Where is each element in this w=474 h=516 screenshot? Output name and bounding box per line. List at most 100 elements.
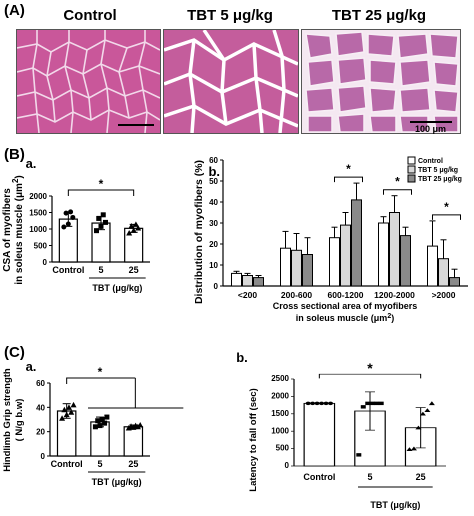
- bb-significance-star: *: [395, 175, 400, 189]
- ca-y-label-2: ( N/g b.w): [14, 399, 25, 442]
- cb-point: [323, 401, 329, 406]
- ba-x-group-label: TBT (μg/kg): [92, 283, 142, 293]
- cb-point: [428, 401, 435, 406]
- bb-y-tick-label: 20: [209, 240, 218, 249]
- bb-y-tick-label: 10: [209, 261, 218, 270]
- ca-point: [128, 423, 135, 429]
- cb-point: [369, 401, 375, 406]
- ba-point: [96, 215, 102, 221]
- panel-label-a: (A): [4, 2, 25, 19]
- ba-y-tick-label: 0: [43, 258, 48, 267]
- bb-significance-bracket: [334, 176, 363, 183]
- cb-point: [328, 401, 334, 406]
- ca-point: [95, 418, 101, 424]
- micrograph-title-tbt5: TBT 5 μg/kg: [187, 7, 273, 24]
- cb-x-tick-label: 25: [416, 472, 426, 482]
- ba-point: [126, 229, 133, 236]
- ca-significance-bracket: [66, 377, 136, 384]
- bb-legend-swatch: [407, 165, 416, 174]
- bb-x-label-2: in soleus muscle (μm2): [296, 313, 394, 324]
- ba-y-tick-label: 500: [34, 242, 48, 251]
- ca-y-label-1: Hindlimb Grip strength: [2, 368, 13, 472]
- micrograph-control: [16, 29, 161, 134]
- cb-y-tick-label: 2000: [271, 391, 289, 400]
- cb-point: [314, 401, 320, 406]
- ba-point: [61, 224, 67, 230]
- ba-point: [98, 223, 104, 229]
- bb-y-tick-label: 30: [209, 219, 218, 228]
- bb-x-tick-label: 600-1200: [328, 290, 364, 300]
- cb-significance-star: *: [367, 360, 373, 376]
- bb-x-tick-label: 1200-2000: [374, 290, 415, 300]
- cb-point: [319, 401, 325, 406]
- cb-x-tick-label: Control: [303, 472, 335, 482]
- scale-bar-tbt25: [410, 121, 452, 123]
- ca-y-tick-label: 20: [36, 428, 45, 437]
- ba-point: [94, 228, 100, 234]
- ba-y-tick-label: 2000: [29, 192, 47, 201]
- cb-bar: [303, 402, 336, 467]
- ca-point: [102, 420, 108, 426]
- cb-y-tick-label: 0: [285, 461, 290, 470]
- cb-point: [424, 408, 431, 413]
- ca-point: [92, 424, 98, 430]
- cb-y-tick-label: 1500: [271, 409, 289, 418]
- cb-y-tick-label: 1000: [271, 426, 289, 435]
- bb-legend-swatch: [407, 174, 416, 183]
- ba-y-label-1: CSA of myofibers: [2, 188, 13, 272]
- ba-x-tick-label: Control: [52, 265, 84, 275]
- cb-point: [310, 401, 316, 406]
- cb-point: [419, 411, 426, 416]
- ba-point: [132, 221, 139, 227]
- cb-point: [356, 453, 362, 457]
- micrograph-tbt25: [301, 29, 461, 134]
- scale-bar-label: 100 μm: [415, 124, 447, 134]
- ca-x-group-label: TBT (μg/kg): [92, 477, 142, 487]
- ca-significance-bracket-group: [88, 378, 184, 409]
- cb-plot-group: [291, 373, 446, 467]
- ca-point: [63, 411, 70, 418]
- bb-x-tick-label: 200-600: [281, 290, 312, 300]
- bb-x-tick-label: <200: [238, 290, 257, 300]
- ca-point: [65, 404, 72, 410]
- bb-sub-label: b.: [208, 164, 220, 179]
- ca-point: [61, 406, 68, 413]
- ba-point: [68, 209, 74, 215]
- ca-y-tick-label: 40: [36, 403, 45, 412]
- ca-point: [97, 423, 103, 429]
- panel-label-c: (C): [4, 344, 25, 361]
- cb-point: [365, 401, 371, 406]
- cb-x-group-label: TBT (μg/kg): [370, 500, 420, 510]
- bb-y-tick-label: 50: [209, 177, 218, 186]
- ba-point: [63, 210, 69, 216]
- bb-significance-star: *: [346, 162, 351, 176]
- cb-point: [410, 446, 417, 451]
- scale-bar-control: [118, 124, 154, 126]
- ba-point: [135, 225, 142, 231]
- ba-point: [102, 219, 108, 225]
- cb-y-tick-label: 2500: [271, 374, 289, 383]
- cb-y-tick-label: 500: [276, 444, 290, 453]
- ca-point: [137, 421, 144, 428]
- ca-x-tick-label: 25: [128, 459, 138, 469]
- ba-x-tick-label: 25: [129, 265, 139, 275]
- ca-point: [59, 415, 66, 421]
- cb-significance-bracket: [318, 373, 422, 379]
- cb-point: [378, 401, 384, 406]
- ca-point: [68, 409, 75, 415]
- bb-y-tick-label: 60: [209, 156, 218, 165]
- bb-legend-label: TBT 25 μg/kg: [418, 176, 462, 183]
- cb-point: [406, 447, 413, 452]
- bb-legend-label: Control: [418, 158, 443, 165]
- micrograph-title-tbt25: TBT 25 μg/kg: [331, 7, 427, 24]
- bb-y-label: Distribution of myofibers (%): [193, 160, 205, 304]
- bb-significance-bracket: [383, 189, 412, 195]
- ca-point: [70, 401, 77, 408]
- bb-y-tick-label: 0: [214, 282, 219, 291]
- ba-y-tick-label: 1500: [29, 209, 47, 218]
- panel-label-b: (B): [4, 146, 25, 163]
- ba-point: [100, 212, 106, 218]
- ca-point: [132, 422, 139, 429]
